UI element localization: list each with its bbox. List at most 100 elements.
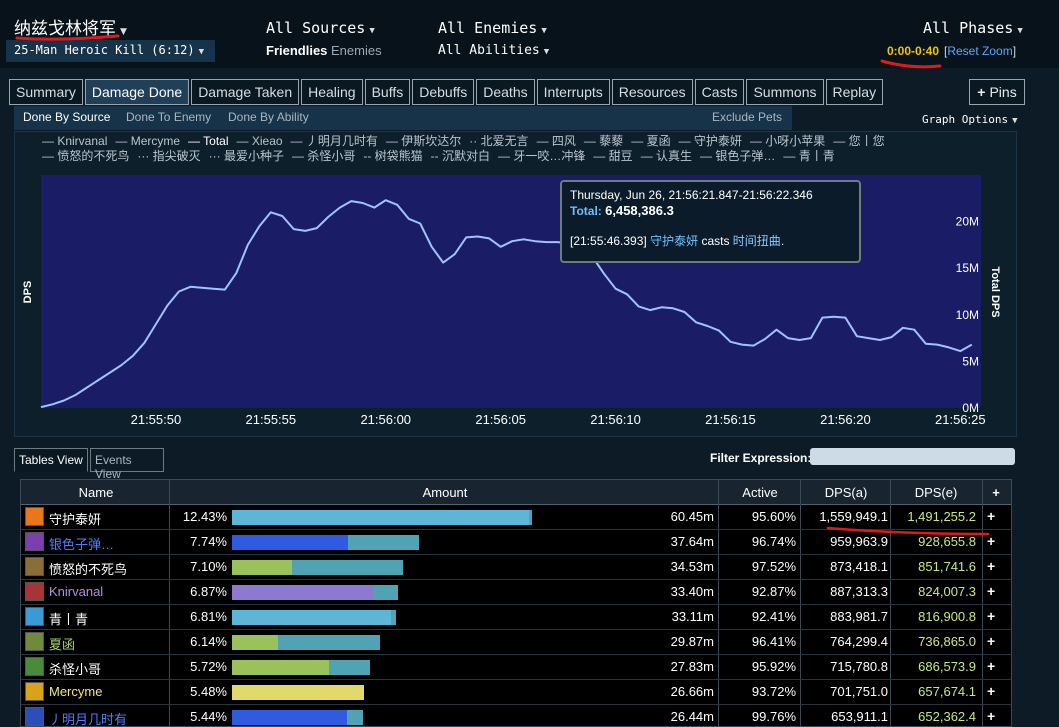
row-dps-a: 883,981.7 — [830, 609, 888, 624]
row-expand-button[interactable]: + — [987, 708, 996, 724]
reset-zoom-link[interactable]: [Reset Zoom] — [944, 44, 1016, 58]
legend-entry[interactable]: — Total — [188, 134, 229, 148]
row-active: 99.76% — [751, 709, 796, 724]
row-name[interactable]: 守护泰妍 — [49, 512, 102, 527]
col-name[interactable]: Name — [78, 485, 114, 500]
pins-button[interactable]: + Pins — [969, 79, 1025, 105]
row-name[interactable]: 青丨青 — [49, 612, 89, 627]
encounter-selector[interactable]: 25-Man Heroic Kill (6:12) ▼ — [6, 40, 215, 62]
chevron-down-icon: ▼ — [541, 26, 547, 36]
legend-entry[interactable]: — 认真生 — [640, 149, 693, 163]
exclude-pets-toggle[interactable]: Exclude Pets — [712, 110, 783, 124]
col-amount[interactable]: Amount — [422, 485, 468, 500]
legend-entry[interactable]: — 丿明月几时有 — [290, 134, 378, 148]
col-dps-a[interactable]: DPS(a) — [824, 485, 868, 500]
phases-dropdown[interactable]: All Phases ▼ — [923, 19, 1023, 37]
class-icon — [25, 632, 44, 651]
legend-entry[interactable]: — Knirvanal — [42, 134, 108, 148]
boss-selector[interactable]: 纳兹戈林将军 ▼ — [14, 14, 127, 39]
row-name[interactable]: 杀怪小哥 — [49, 662, 102, 677]
subtab-done-by-source[interactable]: Done By Source — [23, 110, 111, 124]
tab-healing[interactable]: Healing — [301, 79, 363, 105]
row-expand-button[interactable]: + — [987, 583, 996, 599]
tab-events-view[interactable]: Events View — [90, 448, 164, 481]
legend-entry[interactable]: — 杀怪小哥 — [292, 149, 356, 163]
legend-entry[interactable]: — 守护泰妍 — [678, 134, 742, 148]
tab-debuffs[interactable]: Debuffs — [412, 79, 475, 105]
tooltip-cast-end: . — [780, 234, 785, 248]
row-name[interactable]: Knirvanal — [49, 584, 104, 599]
row-name[interactable]: 丿明月几时有 — [49, 712, 128, 727]
legend-entry[interactable]: — 甜豆 — [593, 149, 633, 163]
col-add-button[interactable]: + — [992, 485, 1000, 500]
tab-deaths[interactable]: Deaths — [476, 79, 535, 105]
table-row[interactable]: 夏函 6.14% 29.87m 96.41% 764,299.4 736,865.0 + — [21, 630, 1011, 655]
row-dps-e: 652,362.4 — [918, 709, 976, 724]
tab-replay[interactable]: Replay — [825, 79, 884, 105]
enemies-dropdown[interactable]: All Enemies ▼ — [438, 19, 547, 37]
legend-entry[interactable]: — Mercyme — [115, 134, 181, 148]
table-row[interactable]: 银色子弹… 7.74% 37.64m 96.74% 959,963.9 928,655.8… — [21, 530, 1011, 555]
table-row[interactable]: Knirvanal 6.87% 33.40m 92.87% 887,313.3 824,0… — [21, 580, 1011, 605]
legend-entry[interactable]: — 藜藜 — [583, 134, 624, 148]
col-dps-e[interactable]: DPS(e) — [914, 485, 958, 500]
row-dps-a: 873,418.1 — [830, 559, 888, 574]
tab-interrupts[interactable]: Interrupts — [536, 79, 610, 105]
table-header: Name Amount Active DPS(a) DPS(e) + — [21, 480, 1011, 505]
legend-entry[interactable]: — 夏函 — [631, 134, 671, 148]
tab-resources[interactable]: Resources — [611, 79, 693, 105]
row-name[interactable]: 银色子弹… — [49, 537, 115, 552]
legend-entry[interactable]: -- 沉默对白 — [430, 149, 490, 163]
legend-entry[interactable]: — 您丨您 — [833, 134, 885, 148]
friendlies-toggle[interactable]: Friendlies — [266, 43, 328, 58]
table-row[interactable]: 守护泰妍 12.43% 60.45m 95.60% 1,559,949.1 1,491,2… — [21, 505, 1011, 530]
abilities-dropdown[interactable]: All Abilities ▼ — [438, 43, 549, 58]
row-expand-button[interactable]: + — [987, 508, 996, 524]
bracket-open: [ — [944, 44, 948, 58]
legend-entry[interactable]: — 四风 — [536, 134, 576, 148]
legend-entry[interactable]: — 青丨青 — [783, 149, 835, 163]
col-active[interactable]: Active — [742, 485, 778, 500]
row-expand-button[interactable]: + — [987, 608, 996, 624]
class-icon — [25, 607, 44, 626]
table-row[interactable]: Mercyme 5.48% 26.66m 93.72% 701,751.0 657,674… — [21, 680, 1011, 705]
class-icon — [25, 532, 44, 551]
legend-entry[interactable]: -- 树袋熊猫 — [363, 149, 423, 163]
enemies-toggle[interactable]: Enemies — [331, 43, 382, 58]
sources-dropdown[interactable]: All Sources ▼ — [266, 19, 375, 37]
row-active: 96.41% — [751, 634, 796, 649]
row-name[interactable]: Mercyme — [49, 684, 103, 699]
legend-entry[interactable]: ··· 指尖破灭 — [137, 149, 201, 163]
legend-entry[interactable]: — Xieao — [236, 134, 283, 148]
legend-entry[interactable]: — 伊斯坎达尔 — [385, 134, 462, 148]
row-expand-button[interactable]: + — [987, 683, 996, 699]
filter-input[interactable] — [810, 448, 1015, 465]
tab-damage-taken[interactable]: Damage Taken — [191, 79, 300, 105]
subtab-done-to-enemy[interactable]: Done To Enemy — [126, 110, 212, 124]
legend-entry[interactable]: — 银色子弹… — [700, 149, 776, 163]
tab-casts[interactable]: Casts — [694, 79, 745, 105]
row-expand-button[interactable]: + — [987, 658, 996, 674]
legend-entry[interactable]: ·· 北爱无言 — [469, 134, 529, 148]
graph-options-dropdown[interactable]: Graph Options ▼ — [922, 113, 1018, 126]
table-row[interactable]: 愤怒的不死鸟 7.10% 34.53m 97.52% 873,418.1 851,741.… — [21, 555, 1011, 580]
legend-entry[interactable]: — 小呀小苹果 — [749, 134, 826, 148]
tab-summons[interactable]: Summons — [746, 79, 824, 105]
subtab-done-by-ability[interactable]: Done By Ability — [228, 110, 309, 124]
row-expand-button[interactable]: + — [987, 533, 996, 549]
row-name[interactable]: 愤怒的不死鸟 — [49, 562, 128, 577]
table-row[interactable]: 青丨青 6.81% 33.11m 92.41% 883,981.7 816,900.8 + — [21, 605, 1011, 630]
tab-summary[interactable]: Summary — [9, 79, 83, 105]
legend-entry[interactable]: — 愤怒的不死鸟 — [42, 149, 130, 163]
tab-damage-done[interactable]: Damage Done — [84, 79, 190, 105]
table-row[interactable]: 杀怪小哥 5.72% 27.83m 95.92% 715,780.8 686,573.9 + — [21, 655, 1011, 680]
col-divider — [800, 480, 801, 727]
row-expand-button[interactable]: + — [987, 558, 996, 574]
legend-entry[interactable]: ··· 最爱小种子 — [208, 149, 284, 163]
tab-tables-view[interactable]: Tables View — [14, 448, 88, 472]
legend-entry[interactable]: — 牙一咬…冲锋 — [498, 149, 586, 163]
row-expand-button[interactable]: + — [987, 633, 996, 649]
table-row[interactable]: 丿明月几时有 5.44% 26.44m 99.76% 653,911.1 652,362.… — [21, 705, 1011, 727]
tab-buffs[interactable]: Buffs — [364, 79, 411, 105]
row-name[interactable]: 夏函 — [49, 637, 76, 652]
